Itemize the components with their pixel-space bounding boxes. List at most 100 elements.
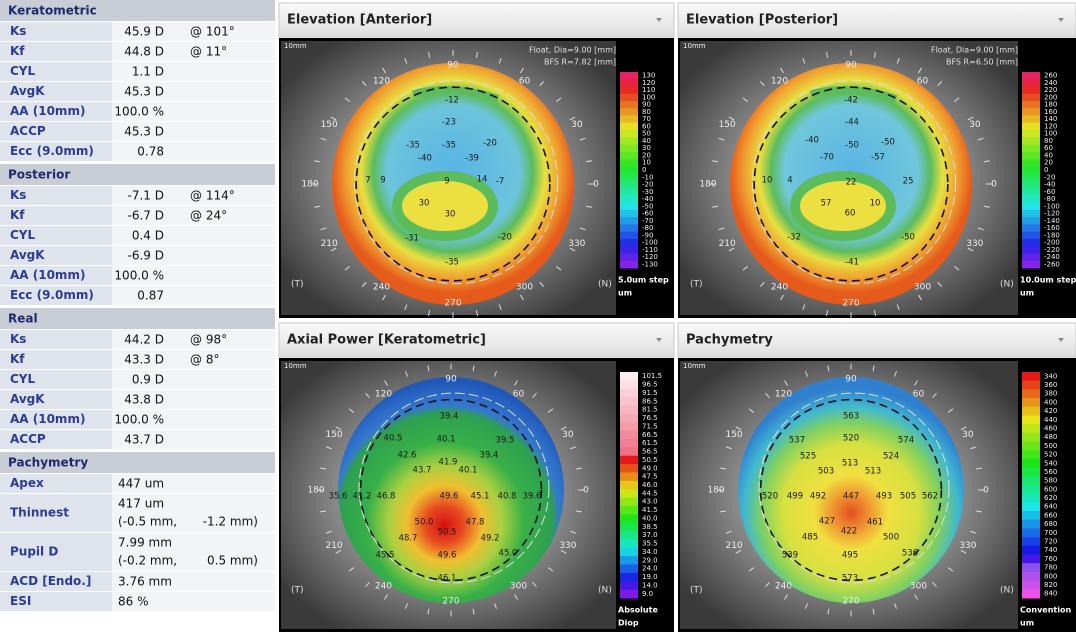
row-label: CYL: [10, 228, 35, 242]
angle-label: 90: [445, 375, 457, 385]
map-value: -70: [820, 153, 834, 163]
scale-label: 43.0: [642, 498, 658, 506]
map-value: 40.8: [498, 492, 517, 502]
scale-band: [620, 152, 638, 160]
scale-footer: 10.0um step: [1020, 276, 1076, 285]
scale-band: [1022, 210, 1040, 218]
scale-label: 600: [1044, 485, 1057, 493]
angle-label: 90: [845, 375, 857, 385]
scale-label: 41.5: [642, 506, 658, 514]
map-value: -35: [406, 141, 420, 151]
map-value: 30: [445, 210, 456, 220]
angle-label: 210: [719, 239, 736, 249]
angle-label: 120: [775, 389, 792, 399]
row-value: 0.4 D: [132, 229, 164, 243]
scale-band: [620, 137, 638, 145]
scale-band: [620, 456, 638, 465]
scale-band: [1022, 476, 1040, 485]
map-value: 461: [867, 518, 883, 528]
row-label: CYL: [10, 64, 35, 78]
angle-label: 300: [516, 283, 533, 293]
scale-band: [620, 101, 638, 109]
scale-band: [1022, 94, 1040, 102]
map-value: -41: [845, 258, 859, 268]
map-value: -42: [844, 96, 858, 106]
angle-label: 180: [307, 486, 324, 496]
scale-label: 800: [1044, 572, 1057, 580]
row-value: 100.0 %: [114, 269, 164, 283]
scale-band: [1022, 232, 1040, 240]
scale-band: [620, 472, 638, 481]
scale-band: [620, 123, 638, 131]
row-value: 0.78: [137, 145, 164, 159]
scale-band: [1022, 195, 1040, 203]
scale-band: [1022, 511, 1040, 520]
map-value: -50: [881, 138, 895, 148]
row-value: 45.3 D: [124, 125, 164, 139]
scale-band: [1022, 137, 1040, 145]
row-value: 100.0 %: [114, 105, 164, 119]
section-title: Posterior: [8, 168, 70, 182]
angle-label: 180: [699, 180, 716, 190]
scale-band: [620, 464, 638, 473]
scale-label: 780: [1044, 564, 1057, 572]
map-value: 14: [477, 175, 488, 185]
row-value: 0.87: [137, 289, 164, 303]
scale-label: 520: [1044, 451, 1057, 459]
map-value: -40: [418, 154, 432, 164]
scale-band: [620, 195, 638, 203]
map-value: -35: [442, 141, 456, 151]
map-value: 39.6: [523, 492, 542, 502]
scale-label: 500: [1044, 442, 1057, 450]
map-value: 45.0: [499, 549, 518, 559]
angle-label: 30: [962, 430, 974, 440]
scale-band: [620, 581, 638, 590]
map-value: 40.5: [384, 434, 403, 444]
angle-label: 240: [375, 582, 392, 592]
row-value: -7.1 D: [128, 189, 164, 203]
scale-label: 740: [1044, 546, 1057, 554]
map-value: 427: [819, 517, 835, 527]
scale-label: 37.0: [642, 531, 658, 539]
map-value: 50.0: [415, 518, 434, 528]
map-value: 573: [842, 574, 858, 584]
scale-band: [1022, 520, 1040, 529]
map-corner: 10mm: [683, 42, 706, 50]
map-value: 60: [845, 209, 856, 219]
map-value: 537: [789, 436, 805, 446]
angle-label: 0: [983, 486, 989, 496]
map-value: -50: [901, 233, 915, 243]
scale-footer: um: [618, 289, 632, 298]
angle-label: 150: [325, 430, 342, 440]
map-value: 520: [762, 492, 778, 502]
row-label: Ks: [10, 332, 26, 346]
map-value: 10: [870, 199, 881, 209]
scale-band: [1022, 253, 1040, 261]
angle-label: 0: [593, 180, 599, 190]
map-value: 41.2: [353, 492, 372, 502]
map-value: 43.7: [413, 466, 432, 476]
angle-label: 270: [442, 597, 459, 607]
angle-label: 300: [910, 582, 927, 592]
scale-band: [620, 94, 638, 102]
scale-band: [620, 246, 638, 254]
angle-label: 0: [583, 486, 589, 496]
map-value: 500: [883, 533, 899, 543]
side-label: (T): [291, 586, 304, 596]
scale-band: [620, 232, 638, 240]
map-value: 574: [898, 436, 914, 446]
row-label: Ks: [10, 188, 26, 202]
scale-footer: 5.0um step: [618, 276, 669, 285]
scale-footer: Diop: [618, 619, 639, 628]
scale-band: [1022, 145, 1040, 153]
row-label: Kf: [10, 44, 25, 58]
scale-band: [620, 498, 638, 507]
map-value: 525: [800, 452, 816, 462]
scale-label: 38.5: [642, 523, 658, 531]
page: KeratometricKs45.9 D@ 101°Kf44.8 D@ 11°C…: [0, 0, 1076, 632]
map-corner: 10mm: [284, 42, 307, 50]
scale-band: [1022, 424, 1040, 433]
panel-title: Axial Power [Keratometric]: [287, 333, 486, 348]
row-label: CYL: [10, 372, 35, 386]
angle-label: 120: [771, 76, 788, 86]
